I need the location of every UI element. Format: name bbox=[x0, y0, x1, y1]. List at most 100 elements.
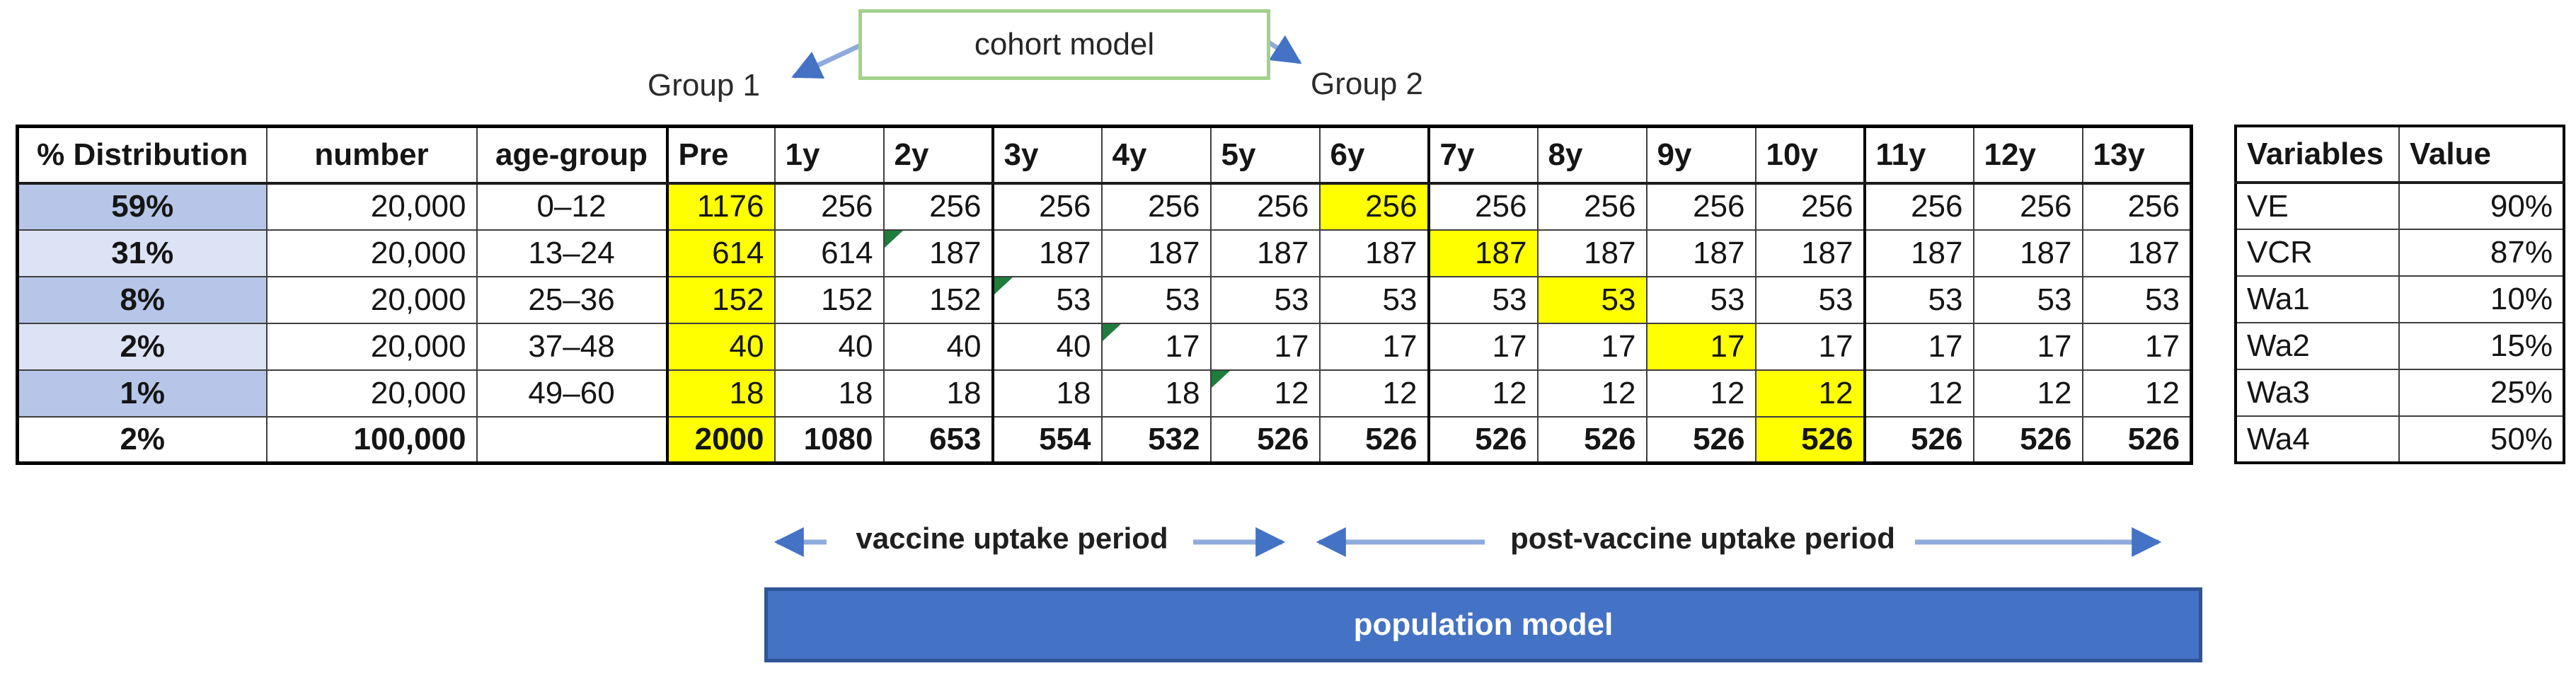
year-value-cell: 40 bbox=[991, 322, 1103, 371]
variable-value-cell: 50% bbox=[2398, 415, 2565, 464]
variable-value-cell: 87% bbox=[2398, 229, 2565, 277]
year-value-cell: 526 bbox=[1972, 415, 2083, 464]
year-value-cell: 256 bbox=[1972, 182, 2083, 231]
distribution-cell: 2% bbox=[16, 322, 268, 371]
year-value-cell: 526 bbox=[1536, 415, 1648, 464]
year-value-cell: 53 bbox=[1427, 275, 1539, 324]
cohort-model-box: cohort model bbox=[858, 9, 1270, 80]
year-value-cell: 2000 bbox=[665, 415, 776, 464]
column-header-9y: 9y bbox=[1645, 125, 1756, 185]
year-value-cell: 187 bbox=[1318, 229, 1430, 277]
year-value-cell: 187 bbox=[1972, 229, 2083, 277]
year-value-cell: 256 bbox=[1863, 182, 1974, 231]
year-value-cell: 53 bbox=[1863, 275, 1974, 324]
vaccine-uptake-period-label: vaccine uptake period bbox=[856, 522, 1168, 555]
column-header-5y: 5y bbox=[1209, 125, 1321, 185]
year-value-cell: 12 bbox=[2081, 369, 2192, 418]
year-value-cell: 17 bbox=[1754, 322, 1865, 371]
year-value-cell: 256 bbox=[1427, 182, 1539, 231]
year-value-cell: 17 bbox=[1536, 322, 1648, 371]
number-cell: 100,000 bbox=[265, 415, 478, 464]
column-header-7y: 7y bbox=[1427, 125, 1539, 185]
year-value-cell: 53 bbox=[991, 275, 1103, 324]
year-value-cell: 526 bbox=[1209, 415, 1321, 464]
year-value-cell: 526 bbox=[1645, 415, 1756, 464]
distribution-cell: 1% bbox=[16, 369, 268, 418]
year-value-cell: 256 bbox=[774, 182, 885, 231]
variable-value-cell: 10% bbox=[2398, 275, 2565, 323]
number-cell: 20,000 bbox=[265, 229, 478, 277]
year-value-cell: 12 bbox=[1754, 369, 1865, 418]
column-header--distribution: % Distribution bbox=[16, 125, 268, 185]
variables-table: Variables Value VE 90% VCR 87% Wa1 10% Wa2 15% Wa3… bbox=[2234, 125, 2565, 464]
year-value-cell: 1176 bbox=[665, 182, 776, 231]
table-row: 2% 20,000 37–48 40 40 40 40 17 17 17 17 17 17 17 17 17 1… bbox=[16, 322, 2192, 371]
year-value-cell: 187 bbox=[1427, 229, 1539, 277]
age-group-cell: 49–60 bbox=[476, 369, 668, 418]
post-vaccine-uptake-period-label: post-vaccine uptake period bbox=[1510, 522, 1895, 555]
column-header-pre: Pre bbox=[665, 125, 776, 185]
year-value-cell: 17 bbox=[1209, 322, 1321, 371]
variables-column-header: Variables bbox=[2235, 125, 2400, 184]
year-value-cell: 152 bbox=[665, 275, 776, 324]
group2-label: Group 2 bbox=[1311, 67, 1423, 101]
year-value-cell: 12 bbox=[1209, 369, 1321, 418]
year-value-cell: 17 bbox=[1100, 322, 1212, 371]
year-value-cell: 187 bbox=[1754, 229, 1865, 277]
year-value-cell: 53 bbox=[1209, 275, 1321, 324]
year-value-cell: 187 bbox=[1100, 229, 1212, 277]
year-value-cell: 53 bbox=[2081, 275, 2192, 324]
year-value-cell: 187 bbox=[1536, 229, 1648, 277]
year-value-cell: 187 bbox=[882, 229, 994, 277]
variables-column-header: Value bbox=[2398, 125, 2565, 184]
year-value-cell: 526 bbox=[1427, 415, 1539, 464]
year-value-cell: 17 bbox=[1863, 322, 1974, 371]
year-value-cell: 256 bbox=[1100, 182, 1212, 231]
variable-name-cell: Wa3 bbox=[2235, 369, 2400, 417]
variable-name-cell: Wa4 bbox=[2235, 415, 2400, 464]
year-value-cell: 12 bbox=[1972, 369, 2083, 418]
group2-arrow bbox=[1267, 35, 1302, 64]
column-header-10y: 10y bbox=[1754, 125, 1865, 185]
variable-name-cell: VE bbox=[2235, 182, 2400, 230]
year-value-cell: 18 bbox=[1100, 369, 1212, 418]
population-model-label: population model bbox=[1353, 607, 1614, 642]
table-row: 59% 20,000 0–12 1176 256 256 256 256 256 256 256 25… bbox=[16, 182, 2192, 231]
year-value-cell: 526 bbox=[2081, 415, 2192, 464]
population-model-bar: population model bbox=[764, 587, 2202, 662]
column-header-4y: 4y bbox=[1100, 125, 1212, 185]
year-value-cell: 18 bbox=[991, 369, 1103, 418]
table-row: 1% 20,000 49–60 18 18 18 18 18 12 12 12 12 12 12 12 12 1… bbox=[16, 369, 2192, 418]
year-value-cell: 187 bbox=[1209, 229, 1321, 277]
number-cell: 20,000 bbox=[265, 182, 478, 231]
age-group-cell bbox=[476, 415, 668, 464]
year-value-cell: 17 bbox=[2081, 322, 2192, 371]
age-group-cell: 37–48 bbox=[476, 322, 668, 371]
column-header-age-group: age-group bbox=[476, 125, 668, 185]
year-value-cell: 152 bbox=[882, 275, 994, 324]
year-value-cell: 12 bbox=[1645, 369, 1756, 418]
year-value-cell: 526 bbox=[1754, 415, 1865, 464]
age-group-cell: 13–24 bbox=[476, 229, 668, 277]
column-header-number: number bbox=[265, 125, 478, 185]
column-header-12y: 12y bbox=[1972, 125, 2083, 185]
year-value-cell: 256 bbox=[991, 182, 1103, 231]
year-value-cell: 40 bbox=[665, 322, 776, 371]
year-value-cell: 187 bbox=[2081, 229, 2192, 277]
group1-label: Group 1 bbox=[648, 68, 760, 103]
variable-name-cell: VCR bbox=[2235, 229, 2400, 277]
distribution-cell: 2% bbox=[16, 415, 268, 464]
variable-row: Wa2 15% bbox=[2235, 322, 2565, 370]
variable-name-cell: Wa1 bbox=[2235, 275, 2400, 323]
year-value-cell: 653 bbox=[882, 415, 994, 464]
distribution-cell: 8% bbox=[16, 275, 268, 324]
year-value-cell: 53 bbox=[1645, 275, 1756, 324]
variable-row: VCR 87% bbox=[2235, 229, 2565, 277]
year-value-cell: 256 bbox=[1645, 182, 1756, 231]
year-value-cell: 17 bbox=[1645, 322, 1756, 371]
year-value-cell: 18 bbox=[774, 369, 885, 418]
year-value-cell: 526 bbox=[1863, 415, 1974, 464]
distribution-cell: 59% bbox=[16, 182, 268, 231]
age-group-cell: 0–12 bbox=[476, 182, 668, 231]
year-value-cell: 152 bbox=[774, 275, 885, 324]
